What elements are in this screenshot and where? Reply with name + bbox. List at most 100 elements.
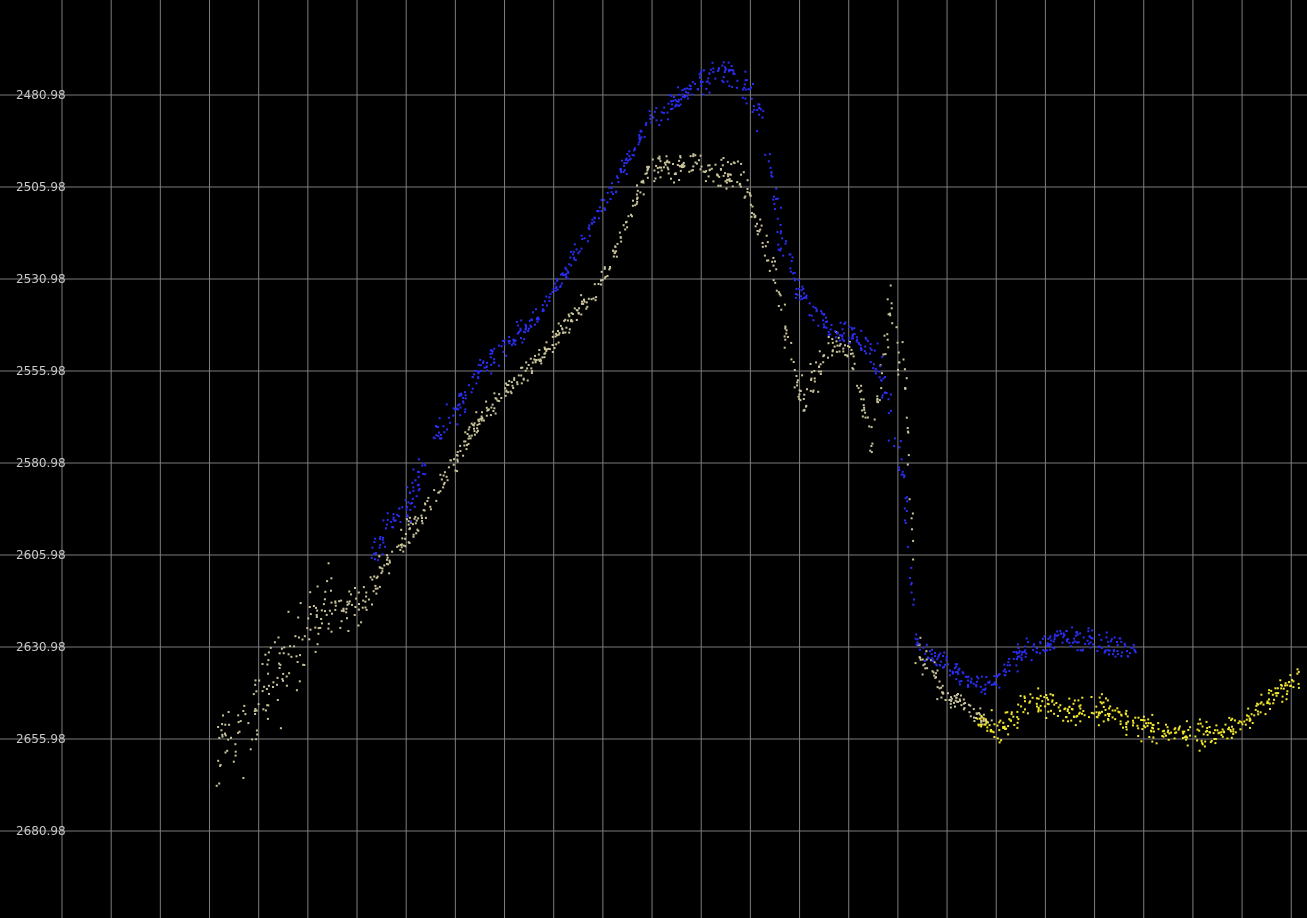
point-blue bbox=[417, 475, 420, 478]
y-tick-label: 2680.98 bbox=[16, 824, 66, 838]
point-beige bbox=[456, 458, 459, 461]
point-blue bbox=[984, 692, 987, 695]
point-yellow bbox=[999, 719, 1002, 722]
point-blue bbox=[473, 373, 476, 376]
point-beige bbox=[704, 180, 707, 183]
point-blue bbox=[803, 296, 805, 299]
point-blue bbox=[609, 198, 612, 200]
point-beige bbox=[973, 720, 976, 722]
point-beige bbox=[827, 336, 830, 338]
point-blue bbox=[906, 496, 908, 499]
point-blue bbox=[541, 304, 544, 307]
point-blue bbox=[975, 680, 978, 683]
point-yellow bbox=[1037, 706, 1040, 709]
point-blue bbox=[880, 379, 883, 382]
point-blue bbox=[815, 310, 818, 313]
point-blue bbox=[882, 377, 885, 380]
point-blue bbox=[916, 638, 919, 641]
point-blue bbox=[781, 237, 784, 240]
point-blue bbox=[561, 272, 564, 275]
point-blue bbox=[515, 320, 518, 323]
point-yellow bbox=[996, 737, 999, 740]
point-beige bbox=[658, 166, 661, 169]
point-beige bbox=[784, 325, 787, 328]
point-beige bbox=[812, 389, 815, 392]
point-blue bbox=[753, 108, 756, 111]
point-yellow bbox=[1047, 698, 1050, 701]
point-blue bbox=[897, 466, 900, 469]
point-beige bbox=[636, 189, 639, 192]
point-blue bbox=[652, 116, 655, 119]
point-beige bbox=[557, 322, 560, 325]
point-beige bbox=[931, 670, 934, 673]
point-blue bbox=[1121, 651, 1124, 654]
point-beige bbox=[850, 348, 853, 351]
point-beige bbox=[853, 362, 856, 365]
point-beige bbox=[950, 700, 953, 703]
point-blue bbox=[705, 87, 708, 90]
point-blue bbox=[940, 660, 943, 663]
point-blue bbox=[482, 360, 485, 363]
point-beige bbox=[374, 587, 377, 590]
point-beige bbox=[378, 585, 381, 588]
point-beige bbox=[568, 331, 571, 334]
point-blue bbox=[970, 677, 973, 680]
point-beige bbox=[967, 703, 970, 706]
point-blue bbox=[660, 119, 663, 122]
point-beige bbox=[665, 161, 668, 164]
point-blue bbox=[435, 434, 438, 437]
point-blue bbox=[749, 88, 752, 91]
point-blue bbox=[386, 512, 389, 515]
point-blue bbox=[649, 114, 652, 117]
point-blue bbox=[857, 341, 860, 344]
point-blue bbox=[1077, 641, 1080, 644]
point-blue bbox=[1092, 643, 1095, 646]
point-beige bbox=[415, 519, 418, 522]
point-yellow bbox=[1066, 710, 1069, 712]
point-blue bbox=[988, 680, 991, 683]
point-blue bbox=[455, 408, 458, 411]
point-yellow bbox=[1285, 698, 1288, 701]
point-beige bbox=[949, 702, 952, 705]
point-blue bbox=[447, 416, 450, 419]
point-beige bbox=[540, 362, 543, 365]
point-blue bbox=[486, 369, 489, 372]
point-blue bbox=[575, 248, 578, 251]
point-blue bbox=[916, 641, 919, 644]
point-beige bbox=[301, 638, 304, 641]
point-yellow bbox=[1096, 716, 1099, 719]
point-beige bbox=[228, 723, 231, 726]
point-beige bbox=[933, 674, 936, 677]
point-beige bbox=[815, 361, 818, 364]
point-blue bbox=[532, 311, 534, 314]
point-yellow bbox=[1046, 702, 1049, 705]
point-beige bbox=[224, 734, 227, 737]
point-yellow bbox=[1165, 723, 1167, 726]
point-blue bbox=[620, 171, 623, 174]
point-blue bbox=[525, 326, 528, 329]
point-yellow bbox=[1111, 716, 1114, 719]
point-blue bbox=[1053, 635, 1056, 638]
point-blue bbox=[1012, 651, 1015, 653]
point-blue bbox=[939, 652, 942, 655]
point-blue bbox=[671, 103, 674, 106]
point-yellow bbox=[1125, 721, 1128, 724]
point-beige bbox=[402, 550, 405, 553]
point-blue bbox=[844, 321, 847, 324]
point-beige bbox=[563, 319, 566, 322]
point-beige bbox=[533, 358, 536, 361]
point-beige bbox=[912, 558, 915, 561]
point-blue bbox=[885, 392, 888, 394]
point-beige bbox=[391, 550, 394, 553]
point-beige bbox=[926, 667, 929, 670]
point-beige bbox=[412, 535, 415, 538]
point-blue bbox=[527, 330, 530, 332]
point-blue bbox=[1066, 640, 1069, 643]
point-blue bbox=[1004, 671, 1007, 674]
point-blue bbox=[752, 105, 755, 108]
point-beige bbox=[385, 558, 388, 561]
point-beige bbox=[636, 197, 639, 200]
point-blue bbox=[722, 81, 725, 84]
point-blue bbox=[1116, 644, 1119, 646]
